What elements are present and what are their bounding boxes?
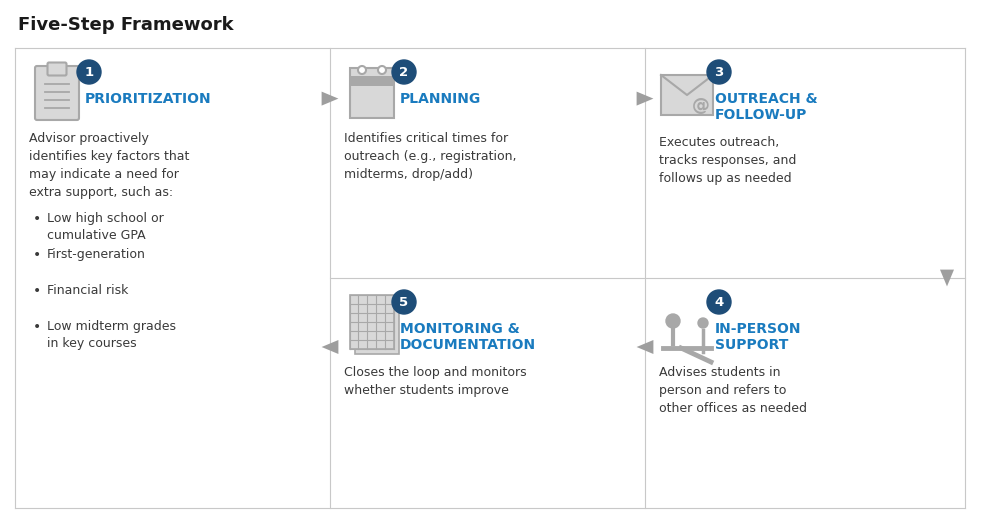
Text: Advises students in
person and refers to
other offices as needed: Advises students in person and refers to… [659, 366, 807, 415]
Text: Five-Step Framework: Five-Step Framework [18, 16, 234, 34]
Text: OUTREACH &: OUTREACH & [714, 92, 816, 106]
Polygon shape [636, 92, 653, 106]
Text: PRIORITIZATION: PRIORITIZATION [85, 92, 211, 106]
Text: Identifies critical times for
outreach (e.g., registration,
midterms, drop/add): Identifies critical times for outreach (… [344, 132, 516, 181]
Text: SUPPORT: SUPPORT [714, 338, 788, 352]
Text: PLANNING: PLANNING [399, 92, 481, 106]
Text: 5: 5 [399, 295, 408, 309]
Polygon shape [939, 270, 953, 286]
Text: IN-PERSON: IN-PERSON [714, 322, 801, 336]
Text: Executes outreach,
tracks responses, and
follows up as needed: Executes outreach, tracks responses, and… [659, 136, 796, 185]
Text: Financial risk: Financial risk [47, 284, 128, 297]
Text: Advisor proactively
identifies key factors that
may indicate a need for
extra su: Advisor proactively identifies key facto… [29, 132, 189, 199]
Text: Low midterm grades
in key courses: Low midterm grades in key courses [47, 320, 176, 350]
Text: Closes the loop and monitors
whether students improve: Closes the loop and monitors whether stu… [344, 366, 527, 397]
FancyBboxPatch shape [47, 63, 66, 75]
Text: @: @ [691, 97, 709, 115]
Circle shape [706, 290, 731, 314]
Text: 1: 1 [85, 65, 94, 79]
Circle shape [706, 60, 731, 84]
Polygon shape [321, 340, 338, 354]
Circle shape [391, 60, 415, 84]
Circle shape [666, 314, 679, 328]
FancyBboxPatch shape [35, 66, 79, 120]
Text: MONITORING &: MONITORING & [399, 322, 520, 336]
Circle shape [378, 66, 386, 74]
Polygon shape [321, 92, 338, 106]
Circle shape [358, 66, 366, 74]
Polygon shape [636, 340, 653, 354]
Text: Low high school or
cumulative GPA: Low high school or cumulative GPA [47, 212, 164, 242]
Text: First-generation: First-generation [47, 248, 146, 261]
Circle shape [391, 290, 415, 314]
Text: 3: 3 [714, 65, 723, 79]
Text: •: • [33, 248, 41, 262]
Circle shape [77, 60, 101, 84]
FancyBboxPatch shape [355, 300, 398, 354]
Text: 4: 4 [714, 295, 723, 309]
Text: •: • [33, 212, 41, 226]
FancyBboxPatch shape [350, 68, 393, 118]
Text: •: • [33, 320, 41, 334]
FancyBboxPatch shape [661, 75, 712, 115]
FancyBboxPatch shape [350, 295, 393, 349]
Text: •: • [33, 284, 41, 298]
Text: FOLLOW-UP: FOLLOW-UP [714, 108, 807, 122]
Text: 2: 2 [399, 65, 408, 79]
Text: DOCUMENTATION: DOCUMENTATION [399, 338, 535, 352]
FancyBboxPatch shape [350, 76, 393, 86]
Circle shape [697, 318, 707, 328]
